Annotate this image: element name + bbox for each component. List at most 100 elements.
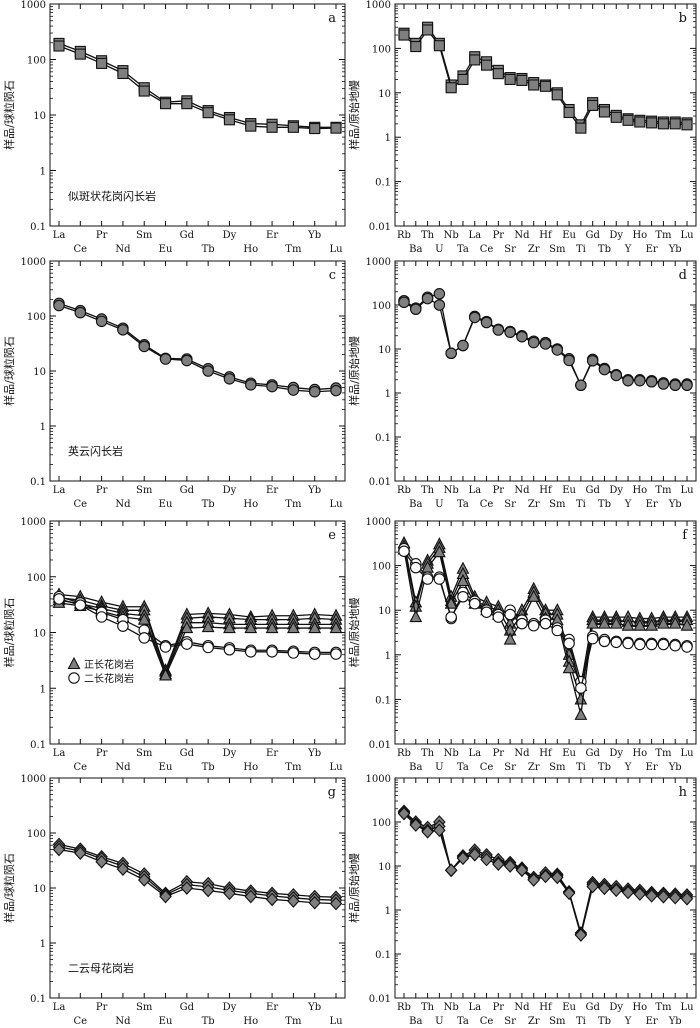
data-point bbox=[398, 545, 410, 557]
x-tick-label: Ho bbox=[243, 1016, 258, 1027]
data-point bbox=[680, 891, 694, 906]
data-point bbox=[610, 883, 623, 898]
x-tick-label: Er bbox=[646, 499, 658, 510]
x-tick-label: Y bbox=[624, 1016, 632, 1027]
data-point bbox=[598, 363, 611, 376]
x-tick-label: Sm bbox=[549, 762, 566, 773]
x-tick-label: Ce bbox=[480, 762, 494, 773]
panel-label: h bbox=[679, 785, 688, 800]
x-tick-label: Zr bbox=[528, 1016, 540, 1027]
x-tick-label: Tb bbox=[202, 244, 215, 255]
y-axis-label: 样品/原始地幔 bbox=[347, 598, 361, 668]
data-point bbox=[223, 114, 236, 126]
x-tick-label: La bbox=[53, 230, 66, 241]
panel-g: 0.1 1 10 100 1000 La Ce Pr Nd Sm Eu Gd Tb Dy Ho Er Tm Yb L… bbox=[2, 774, 346, 1027]
x-tick-label: Zr bbox=[528, 244, 540, 255]
x-tick-label: Sr bbox=[504, 762, 516, 773]
y-tick-label: 1 bbox=[385, 389, 391, 400]
data-point bbox=[609, 616, 623, 629]
data-point bbox=[634, 116, 646, 128]
y-tick-label: 1 bbox=[40, 422, 46, 433]
x-tick-label: U bbox=[435, 1016, 443, 1027]
y-tick-label: 0.1 bbox=[30, 222, 46, 233]
data-point bbox=[329, 896, 343, 911]
y-tick-label: 1000 bbox=[21, 517, 46, 528]
x-tick-label: Ba bbox=[409, 1016, 422, 1027]
data-point bbox=[634, 374, 646, 387]
data-point bbox=[433, 823, 446, 838]
x-tick-label: Gd bbox=[180, 230, 195, 241]
panel-label: f bbox=[682, 528, 688, 543]
x-tick-label: Nb bbox=[444, 748, 459, 759]
x-tick-label: Tm bbox=[285, 1016, 302, 1027]
x-tick-label: La bbox=[468, 748, 481, 759]
data-point bbox=[575, 379, 587, 392]
data-point bbox=[244, 889, 258, 904]
y-tick-label: 10 bbox=[33, 629, 46, 640]
data-point bbox=[74, 306, 87, 319]
series-line bbox=[403, 26, 688, 127]
data-point bbox=[562, 661, 576, 674]
x-tick-label: Rb bbox=[397, 230, 411, 241]
data-point bbox=[202, 365, 214, 377]
x-tick-label: Ba bbox=[409, 762, 422, 773]
x-tick-label: Hf bbox=[539, 1002, 553, 1013]
data-point bbox=[539, 869, 552, 884]
y-tick-label: 0.01 bbox=[369, 740, 391, 751]
data-point bbox=[539, 617, 552, 630]
data-point bbox=[586, 355, 599, 367]
data-point bbox=[669, 639, 681, 652]
data-point bbox=[180, 881, 194, 895]
y-tick-label: 0.01 bbox=[369, 994, 391, 1005]
x-tick-label: Nb bbox=[444, 485, 459, 496]
x-tick-label: Lu bbox=[680, 1002, 694, 1013]
data-point bbox=[469, 54, 481, 66]
y-tick-label: 1000 bbox=[366, 517, 391, 528]
data-point bbox=[330, 384, 342, 397]
data-point bbox=[410, 561, 422, 574]
x-tick-label: Ho bbox=[632, 1002, 647, 1013]
x-tick-label: Yb bbox=[307, 748, 321, 759]
data-point bbox=[74, 599, 87, 611]
x-tick-label: Sr bbox=[504, 1016, 516, 1027]
x-tick-label: Tm bbox=[655, 1002, 672, 1013]
data-point bbox=[421, 573, 434, 585]
data-point bbox=[433, 40, 445, 52]
x-tick-label: Ti bbox=[576, 1016, 586, 1027]
data-point bbox=[456, 573, 470, 587]
x-tick-label: La bbox=[53, 485, 66, 496]
x-tick-label: Tb bbox=[598, 762, 611, 773]
x-tick-label: Sm bbox=[549, 499, 566, 510]
data-point bbox=[645, 376, 658, 388]
data-point bbox=[223, 644, 236, 656]
legend-marker-monzogranite bbox=[68, 672, 80, 684]
data-point bbox=[309, 122, 321, 135]
x-tick-label: Gd bbox=[180, 485, 195, 496]
y-tick-label: 0.1 bbox=[30, 994, 46, 1005]
x-tick-label: Lu bbox=[329, 762, 343, 773]
data-point bbox=[74, 48, 86, 60]
data-point bbox=[610, 111, 622, 123]
x-tick-label: Nd bbox=[514, 230, 530, 241]
data-point bbox=[202, 107, 214, 119]
x-tick-label: Sm bbox=[136, 1002, 153, 1013]
x-tick-label: U bbox=[435, 244, 443, 255]
legend-label-monzogranite: 二长花岗岩 bbox=[84, 672, 134, 685]
data-point bbox=[586, 616, 600, 629]
data-point bbox=[516, 617, 528, 630]
data-point bbox=[645, 638, 658, 651]
x-tick-label: Eu bbox=[562, 230, 576, 241]
y-tick-label: 1 bbox=[385, 133, 391, 144]
data-point bbox=[245, 379, 257, 391]
x-tick-label: Nd bbox=[514, 485, 530, 496]
data-point bbox=[457, 591, 469, 603]
x-tick-label: Dy bbox=[223, 748, 237, 759]
y-tick-label: 1000 bbox=[366, 774, 391, 785]
x-tick-label: Ce bbox=[74, 499, 88, 510]
y-axis-label: 样品/原始地幔 bbox=[347, 336, 361, 406]
x-tick-label: La bbox=[53, 748, 66, 759]
